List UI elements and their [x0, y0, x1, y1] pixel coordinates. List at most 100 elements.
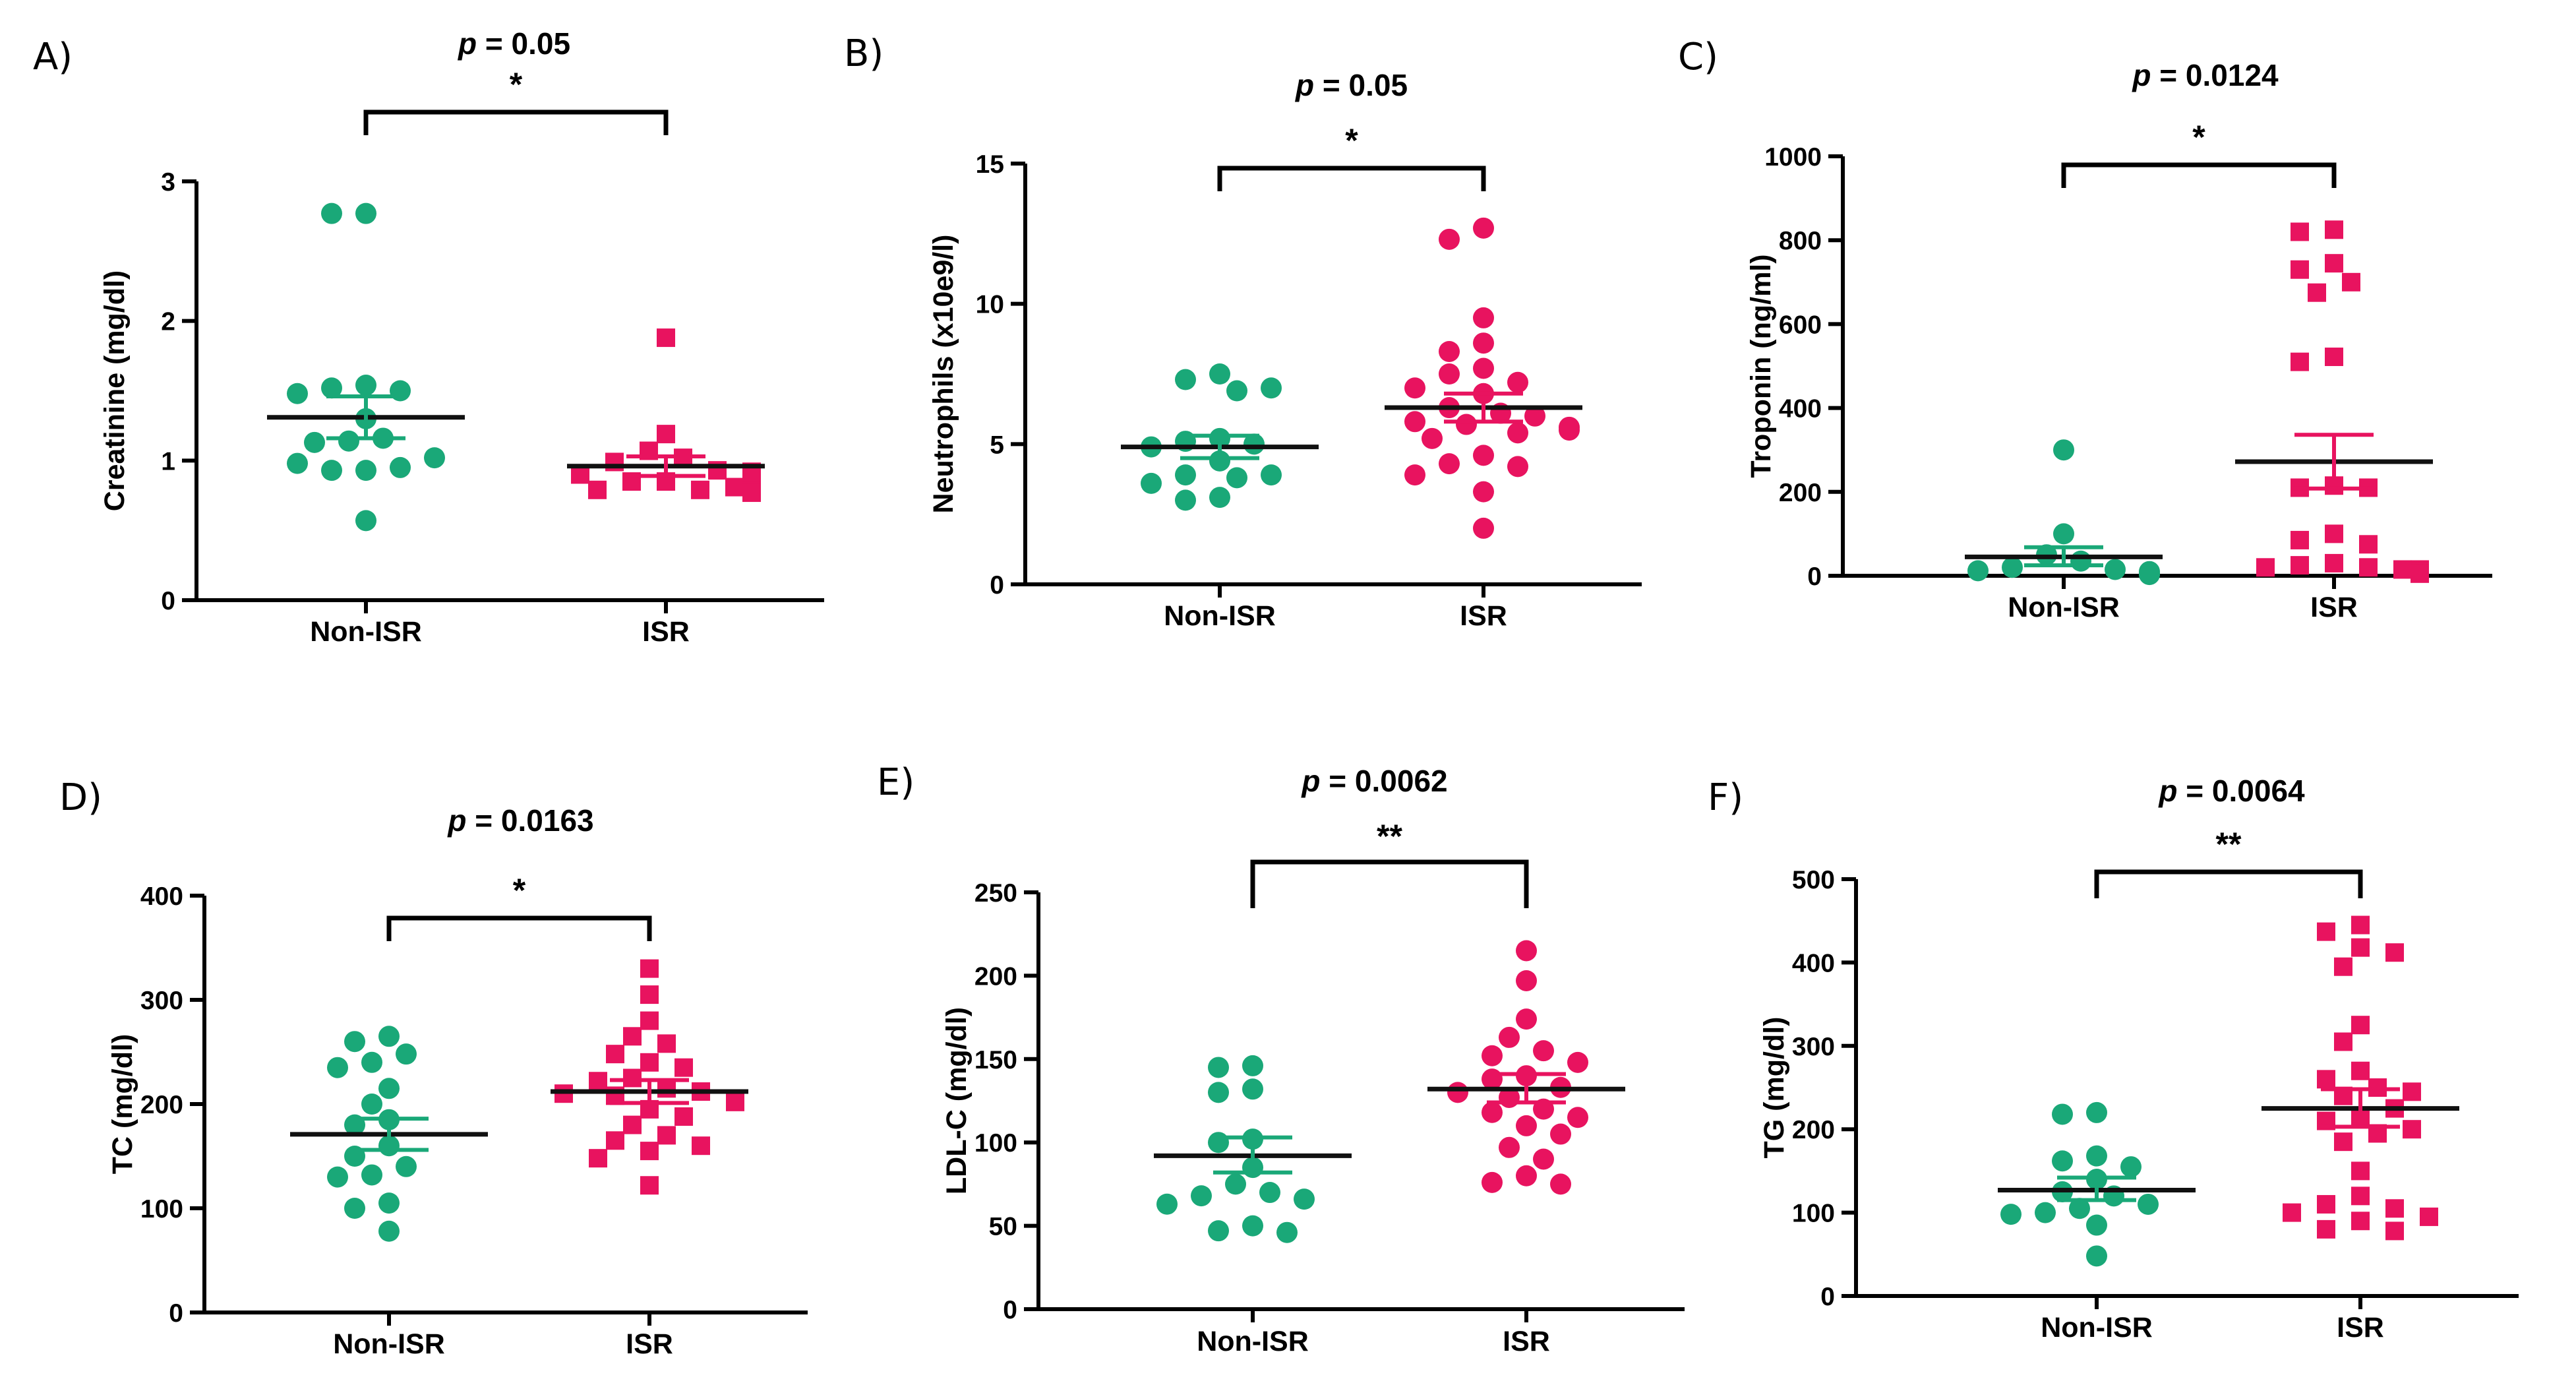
data-point: [1456, 414, 1477, 435]
data-point: [2002, 557, 2023, 578]
data-point: [1141, 472, 1162, 494]
data-point: [1294, 1188, 1315, 1210]
data-point: [338, 430, 359, 452]
data-point: [2317, 1194, 2335, 1214]
data-point: [1209, 363, 1230, 385]
p-value-symbol: p: [2131, 58, 2151, 92]
p-value-symbol: p: [2157, 774, 2177, 808]
significance-bracket: [2094, 869, 2363, 898]
data-point: [2139, 564, 2160, 586]
data-point: [2035, 1202, 2056, 1223]
data-point: [657, 1126, 676, 1145]
data-point: [1404, 411, 1425, 433]
x-tick-label-isr: ISR: [626, 1328, 673, 1360]
data-point: [2385, 1221, 2404, 1241]
data-point: [674, 1107, 693, 1126]
data-point: [657, 1034, 676, 1053]
y-tick-label: 400: [140, 882, 183, 911]
y-axis-title: LDL-C (mg/dl): [941, 1007, 973, 1194]
data-point: [2334, 1032, 2352, 1051]
significance-stars: *: [2192, 119, 2205, 156]
data-point: [2385, 1199, 2404, 1218]
data-point: [396, 1043, 417, 1065]
p-value-symbol: p: [1300, 764, 1320, 798]
data-point: [2393, 560, 2412, 579]
data-point: [1261, 377, 1282, 399]
data-point: [1208, 1220, 1229, 1242]
x-tick-label-non-isr: Non-ISR: [2008, 592, 2120, 623]
data-point: [2351, 915, 2370, 935]
data-point: [1516, 1115, 1537, 1136]
significance-bracket: [363, 109, 669, 135]
data-point: [361, 1051, 382, 1073]
data-point: [2120, 1156, 2142, 1178]
y-tick-label: 0: [1820, 1283, 1835, 1311]
data-point: [1473, 357, 1494, 379]
data-point: [2086, 1145, 2107, 1167]
data-point: [2291, 222, 2309, 241]
data-point: [2351, 1061, 2370, 1080]
data-point: [355, 202, 376, 224]
data-point: [1439, 228, 1460, 250]
data-point: [327, 1057, 348, 1078]
y-axis-title: TG (mg/dl): [1758, 1017, 1790, 1159]
x-tick-label-non-isr: Non-ISR: [1164, 600, 1276, 632]
data-point: [361, 1164, 382, 1186]
data-point: [2351, 1016, 2370, 1035]
data-point: [1533, 1148, 1554, 1170]
data-point: [2325, 220, 2343, 239]
data-point: [725, 478, 744, 497]
data-point: [640, 985, 659, 1004]
panel-letter: B): [844, 32, 884, 75]
significance-stars: **: [1377, 818, 1402, 855]
data-point: [726, 1092, 744, 1111]
data-point: [1524, 405, 1545, 427]
data-point: [2351, 1212, 2370, 1231]
data-point: [2351, 1187, 2370, 1206]
data-point: [1507, 456, 1528, 478]
data-point: [378, 1220, 400, 1242]
data-point: [588, 480, 607, 499]
y-tick-label: 300: [140, 987, 183, 1015]
data-point: [2052, 1103, 2073, 1125]
data-point: [1208, 1082, 1229, 1103]
data-point: [327, 1166, 348, 1188]
data-point: [1559, 419, 1580, 441]
p-value-number: = 0.05: [477, 26, 570, 61]
data-point: [361, 1094, 382, 1115]
x-tick-label-isr: ISR: [1460, 600, 1507, 632]
chart-panel-5: E) p = 0.0062 ** 0 50 100 150 200 250 Non-ISR ISR L…: [877, 761, 1685, 1357]
y-tick-label: 200: [974, 962, 1017, 991]
data-point: [1175, 369, 1196, 390]
data-point: [2086, 1101, 2107, 1123]
data-point: [2291, 530, 2309, 549]
data-point: [2000, 1204, 2022, 1225]
data-point: [1242, 1215, 1263, 1237]
significance-stars: *: [1345, 122, 1358, 159]
data-point: [2403, 1082, 2421, 1101]
data-point: [623, 1115, 642, 1134]
significance-bracket: [1217, 166, 1486, 191]
y-tick-label: 50: [989, 1213, 1017, 1241]
chart-panel-2: B) p = 0.05 * 0 5 10 15 Non-ISR ISR Neutrophils (…: [844, 32, 1642, 632]
data-point: [1482, 1171, 1503, 1193]
data-point: [1209, 450, 1230, 472]
data-point: [1507, 422, 1528, 444]
data-point: [378, 1192, 400, 1214]
data-point: [1422, 427, 1443, 449]
data-point: [2325, 348, 2343, 367]
data-point: [657, 328, 675, 348]
data-point: [623, 1027, 642, 1046]
y-tick-label: 0: [1003, 1296, 1017, 1324]
y-tick-label: 400: [1779, 395, 1822, 423]
data-point: [355, 375, 376, 396]
data-point: [1156, 1193, 1178, 1215]
x-tick-label-isr: ISR: [2337, 1312, 2384, 1343]
data-point: [390, 456, 411, 478]
data-point: [1550, 1173, 1571, 1195]
data-point: [640, 1176, 659, 1195]
x-tick-label-isr: ISR: [2310, 592, 2358, 623]
panel-letter: D): [59, 776, 102, 819]
y-tick-label: 15: [976, 150, 1004, 179]
data-point: [287, 452, 308, 474]
